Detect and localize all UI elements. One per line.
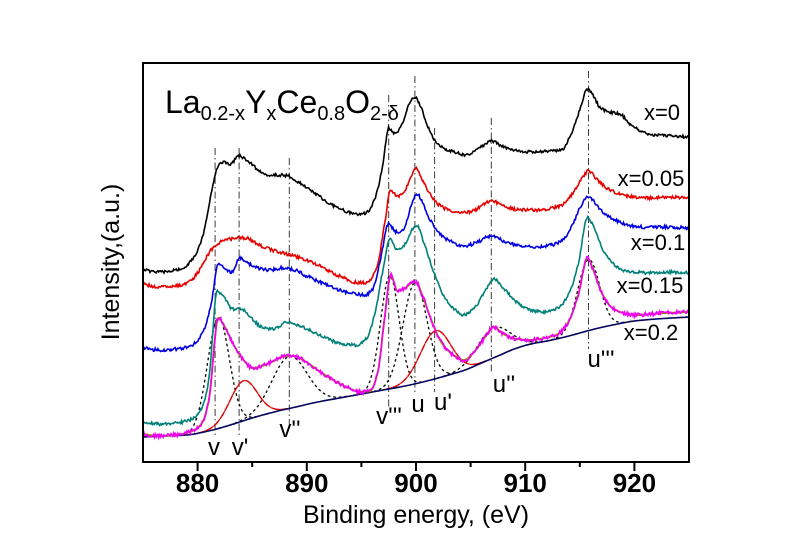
spectrum-x=0.2 [144, 255, 688, 441]
formula-subscript: 2-δ [370, 103, 399, 125]
x-tick-label: 920 [613, 468, 656, 498]
series-label-x=0.15: x=0.15 [617, 273, 684, 298]
fit-component-u'' [437, 326, 550, 379]
series-label-x=0.1: x=0.1 [631, 230, 685, 255]
axis-layer: 880 890 900 910 920 [176, 462, 656, 498]
fit-component-u [373, 282, 456, 393]
peak-label-u: u [411, 391, 424, 418]
spectrum-x=0 [144, 87, 688, 275]
plot-layer [144, 71, 688, 441]
peak-label-u''': u''' [587, 346, 614, 373]
peak-label-u': u' [434, 389, 452, 416]
fit-component-u''' [550, 258, 627, 341]
formula-subscript: 0.8 [317, 103, 345, 125]
spectrum-x=0.05 [144, 165, 688, 290]
x-tick-label: 890 [285, 468, 328, 498]
composition-formula: La0.2-xYxCe0.8O2-δ [165, 84, 399, 125]
formula-main: O [345, 84, 370, 120]
fit-component-v''' [357, 275, 422, 395]
fit-component-v [180, 316, 257, 436]
fit-component-u' [383, 329, 489, 391]
series-label-x=0: x=0 [644, 100, 680, 125]
spectrum-x=0.15 [144, 214, 688, 427]
fit-ce3-sum-line [144, 316, 688, 438]
fit-baseline-dots [144, 316, 688, 438]
spectrum-x=0.1 [144, 193, 688, 353]
x-tick-label: 880 [176, 468, 219, 498]
y-axis-title: Intensity,(a.u.) [97, 184, 125, 341]
text-layer: La0.2-xYxCe0.8O2-δ x=0 x=0.05 x=0.1 x=0.15 x=… [165, 84, 685, 461]
peak-label-u'': u'' [493, 371, 516, 398]
peak-label-v''': v''' [376, 403, 402, 430]
formula-main: La [165, 84, 201, 120]
x-tick-label: 900 [394, 468, 437, 498]
formula-main: Y [245, 84, 266, 120]
plot-content [144, 71, 688, 441]
x-tick-label: 910 [504, 468, 547, 498]
series-label-x=0.05: x=0.05 [618, 166, 685, 191]
formula-subscript: x [266, 103, 276, 125]
peak-label-v': v' [232, 434, 249, 461]
formula-subscript: 0.2-x [201, 103, 245, 125]
x-axis-title: Binding energy, (eV) [303, 501, 529, 529]
peak-label-v: v [208, 434, 220, 461]
series-label-x=0.2: x=0.2 [624, 320, 678, 345]
peak-label-v'': v'' [279, 416, 300, 443]
formula-main: Ce [276, 84, 317, 120]
fit-component-v'' [229, 355, 350, 426]
